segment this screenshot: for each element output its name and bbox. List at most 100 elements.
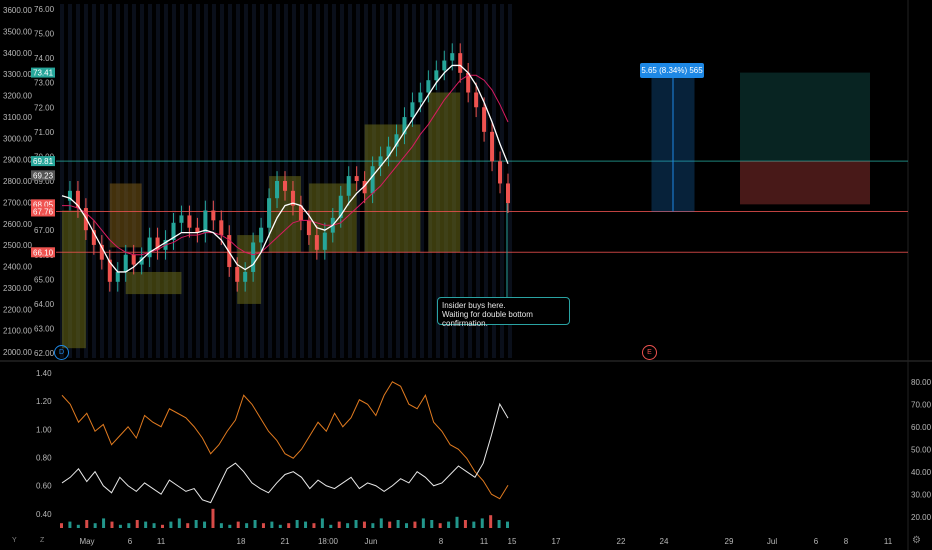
candle-body	[235, 267, 240, 282]
bg-stripe	[476, 4, 480, 358]
candle-body	[458, 53, 463, 73]
candle-body	[123, 254, 128, 272]
candle-body	[187, 215, 192, 228]
volume-bar	[329, 524, 333, 528]
price-tag: 68.05	[33, 200, 54, 209]
osc-left-tick: 0.40	[36, 510, 52, 519]
gear-icon[interactable]: ⚙	[912, 535, 921, 546]
bg-stripe	[188, 4, 192, 358]
x-axis-label: 21	[281, 537, 290, 546]
candle-body	[370, 166, 375, 194]
candle-body	[67, 190, 72, 201]
corner-y-label[interactable]: Y	[12, 537, 17, 544]
candle-body	[506, 183, 510, 204]
x-axis-label: 6	[814, 537, 819, 546]
bg-stripe	[244, 4, 248, 358]
supply-demand-zone	[237, 235, 262, 304]
price-tag-bg	[31, 170, 55, 181]
volume-bar	[421, 518, 425, 528]
volume-bar	[463, 520, 467, 528]
volume-bar	[270, 521, 274, 528]
bg-stripe	[260, 4, 264, 358]
candle-body	[290, 190, 295, 206]
volume-bar	[320, 518, 324, 528]
candle-body	[251, 242, 256, 272]
price-axis-tick: 67.00	[34, 226, 55, 235]
candle-body	[171, 222, 176, 240]
candle-body	[131, 254, 136, 265]
candle-body	[314, 235, 319, 250]
bg-stripe	[308, 4, 312, 358]
bg-stripe	[156, 4, 160, 358]
volume-bar	[194, 520, 198, 528]
candle-body	[378, 156, 383, 167]
volume-bar	[472, 521, 476, 528]
bg-stripe	[212, 4, 216, 358]
bg-stripe	[172, 4, 176, 358]
left-axis-tick: 2500.00	[3, 241, 32, 250]
x-axis-label: 29	[725, 537, 734, 546]
volume-bar	[362, 521, 366, 528]
volume-bar	[177, 518, 181, 528]
bg-stripe	[420, 4, 424, 358]
candle-body	[346, 176, 351, 196]
volume-bar	[203, 521, 207, 528]
annotation-note[interactable]: Insider buys here. Waiting for double bo…	[437, 297, 570, 328]
volume-bar	[169, 521, 173, 528]
bg-stripe	[236, 4, 240, 358]
event-marker-e[interactable]: E	[642, 345, 657, 360]
osc-left-tick: 1.00	[36, 425, 52, 434]
x-axis-label: 18	[237, 537, 246, 546]
event-marker-d[interactable]: D	[54, 345, 69, 360]
volume-bar	[438, 523, 442, 528]
x-axis-label: 11	[157, 537, 166, 546]
volume-bar	[118, 524, 122, 528]
candle-body	[155, 237, 160, 250]
candle-body	[275, 181, 280, 199]
price-tag: 73.41	[33, 69, 54, 78]
left-axis-tick: 2900.00	[3, 156, 32, 165]
volume-bar	[489, 515, 493, 528]
bg-stripe	[148, 4, 152, 358]
volume-bar	[405, 523, 409, 528]
candle-body	[498, 161, 503, 184]
volume-bar	[497, 520, 501, 528]
annotation-line-2: Waiting for double bottom confirmation.	[442, 310, 533, 328]
volume-bar	[278, 524, 282, 528]
candle-body	[139, 257, 144, 265]
slow-moving-average	[62, 74, 509, 256]
volume-bar	[413, 521, 417, 528]
candle-body	[91, 230, 96, 245]
volume-bar	[506, 521, 509, 528]
x-axis-label: 8	[439, 537, 444, 546]
osc-right-tick: 30.00	[911, 490, 932, 499]
price-axis-tick: 76.00	[34, 5, 55, 14]
bg-stripe	[108, 4, 112, 358]
candle-body	[442, 60, 447, 71]
left-axis-tick: 2100.00	[3, 327, 32, 336]
candle-body	[107, 259, 112, 282]
volume-bar	[447, 521, 451, 528]
candle-body	[306, 220, 311, 236]
candle-body	[283, 181, 287, 191]
candle-body	[179, 215, 184, 223]
osc-left-tick: 0.60	[36, 482, 52, 491]
price-tag-bg	[31, 156, 55, 167]
stop-zone	[740, 161, 870, 205]
price-tag-bg	[31, 247, 55, 258]
x-axis-label: 22	[617, 537, 626, 546]
candle-body	[354, 176, 359, 181]
rsi-line	[61, 381, 509, 500]
bg-stripe	[84, 4, 88, 358]
x-axis-label: 17	[552, 537, 561, 546]
candle-body	[402, 117, 407, 135]
supply-demand-zone	[62, 210, 86, 349]
osc-left-tick: 1.40	[36, 369, 52, 378]
osc-right-tick: 20.00	[911, 513, 932, 522]
bg-stripe	[492, 4, 496, 358]
bg-stripe	[92, 4, 96, 358]
supply-demand-zone	[125, 271, 182, 295]
corner-z-label[interactable]: Z	[40, 537, 45, 544]
x-axis-label: 18:00	[318, 537, 339, 546]
